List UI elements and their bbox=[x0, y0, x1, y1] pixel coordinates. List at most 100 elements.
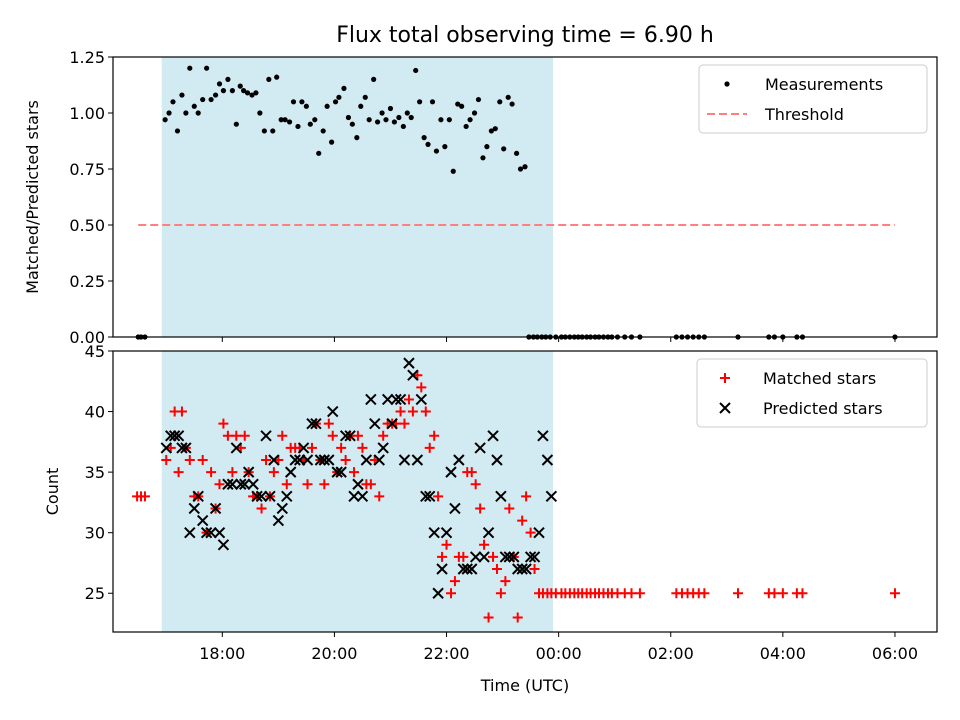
measurement-point bbox=[690, 334, 696, 340]
predicted-point bbox=[331, 466, 343, 478]
measurement-point bbox=[766, 334, 772, 340]
measurement-point bbox=[249, 92, 255, 98]
predicted-point bbox=[436, 563, 448, 575]
matched-point bbox=[529, 564, 540, 575]
predicted-point bbox=[390, 393, 402, 406]
predicted-point bbox=[423, 490, 436, 503]
predicted-point bbox=[348, 490, 360, 503]
measurement-point bbox=[614, 334, 621, 340]
legend-marker-predicted bbox=[719, 402, 731, 414]
measurement-point bbox=[505, 94, 511, 100]
predicted-point bbox=[365, 393, 377, 406]
measurement-point bbox=[387, 105, 394, 112]
predicted-point bbox=[474, 442, 486, 454]
legend: Measurements Threshold bbox=[698, 64, 928, 134]
legend-label: Matched stars bbox=[763, 369, 876, 388]
measurement-point bbox=[274, 74, 280, 80]
matched-point bbox=[889, 588, 900, 599]
predicted-point bbox=[222, 478, 234, 490]
measurement-point bbox=[383, 117, 389, 123]
measurement-point bbox=[780, 334, 786, 340]
matched-point bbox=[491, 564, 502, 575]
y-tick-label: 0.50 bbox=[69, 216, 105, 235]
predicted-point bbox=[508, 551, 520, 563]
measurement-point bbox=[522, 164, 528, 170]
measurement-point bbox=[278, 117, 284, 123]
matched-point bbox=[403, 394, 414, 405]
measurement-point bbox=[183, 110, 189, 116]
measurement-point bbox=[324, 103, 330, 109]
predicted-point bbox=[466, 563, 478, 575]
measurement-point bbox=[539, 334, 545, 340]
matched-point bbox=[399, 418, 410, 429]
legend-label: Predicted stars bbox=[763, 399, 883, 418]
predicted-point bbox=[369, 417, 381, 430]
matched-point bbox=[349, 467, 360, 478]
matched-point bbox=[429, 430, 440, 441]
predicted-point bbox=[407, 369, 419, 381]
predicted-point bbox=[386, 417, 398, 430]
predicted-point bbox=[482, 526, 495, 539]
matched-point bbox=[517, 515, 528, 526]
matched-point bbox=[521, 491, 532, 502]
predicted-point bbox=[184, 526, 196, 539]
measurement-point bbox=[349, 121, 355, 127]
matched-point bbox=[184, 455, 195, 466]
matched-point bbox=[357, 442, 368, 453]
measurement-point bbox=[142, 334, 148, 340]
matched-point bbox=[500, 576, 511, 587]
measurement-point bbox=[244, 90, 251, 96]
matched-point bbox=[239, 430, 250, 441]
predicted-point bbox=[335, 466, 347, 478]
measurement-point bbox=[212, 92, 219, 98]
predicted-point bbox=[487, 430, 499, 442]
y-tick-label: 45 bbox=[85, 342, 105, 361]
matched-point bbox=[261, 455, 272, 466]
x-axis-label: Time (UTC) bbox=[480, 676, 569, 695]
measurement-point bbox=[307, 121, 313, 127]
matched-point bbox=[733, 588, 744, 599]
predicted-point bbox=[520, 563, 532, 575]
measurement-point bbox=[341, 85, 347, 91]
predicted-point bbox=[377, 442, 389, 454]
measurement-point bbox=[295, 123, 301, 130]
measurement-point bbox=[421, 135, 427, 141]
measurement-point bbox=[166, 110, 172, 116]
matched-point bbox=[512, 612, 523, 623]
x-tick-label: 06:00 bbox=[872, 644, 918, 663]
predicted-point bbox=[242, 466, 255, 478]
y-tick-label: 1.00 bbox=[69, 104, 105, 123]
matched-point bbox=[626, 588, 637, 599]
measurement-point bbox=[216, 81, 223, 87]
measurement-point bbox=[475, 96, 482, 103]
measurement-point bbox=[637, 334, 643, 340]
predicted-point bbox=[217, 539, 230, 551]
matched-point bbox=[277, 430, 288, 441]
predicted-point bbox=[301, 454, 314, 466]
matched-point bbox=[374, 491, 385, 502]
measurement-point bbox=[484, 144, 490, 150]
x-tick-label: 20:00 bbox=[311, 644, 357, 663]
predicted-point bbox=[230, 442, 243, 454]
predicted-point bbox=[499, 551, 512, 563]
matched-point bbox=[323, 418, 334, 429]
matched-point bbox=[378, 430, 389, 441]
measurement-point bbox=[892, 334, 898, 340]
predicted-point bbox=[516, 563, 528, 575]
measurement-point bbox=[371, 76, 377, 82]
measurement-point bbox=[534, 334, 540, 340]
measurement-point bbox=[162, 117, 168, 123]
predicted-point bbox=[264, 490, 276, 503]
y-tick-label: 35 bbox=[85, 463, 105, 482]
matched-point bbox=[256, 503, 267, 514]
matched-point bbox=[365, 479, 376, 490]
matched-point bbox=[470, 479, 481, 490]
matched-point bbox=[420, 406, 431, 417]
measurement-point bbox=[138, 334, 144, 340]
predicted-point bbox=[445, 466, 457, 478]
measurement-point bbox=[266, 76, 272, 82]
predicted-point bbox=[180, 442, 192, 454]
measurement-point bbox=[433, 148, 440, 154]
matched-point bbox=[437, 551, 448, 562]
predicted-point bbox=[205, 526, 217, 539]
